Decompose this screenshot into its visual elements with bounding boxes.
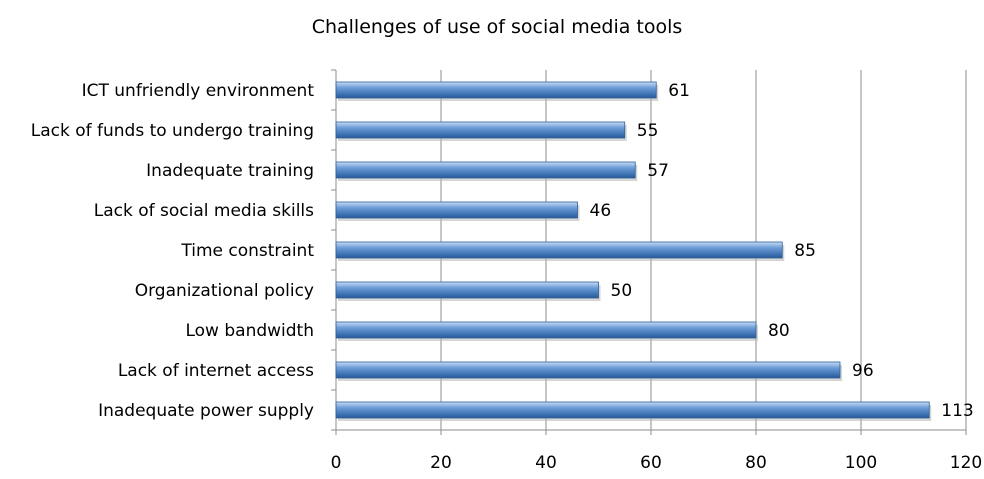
category-label: ICT unfriendly environment: [82, 81, 315, 101]
data-label: 50: [611, 281, 633, 301]
category-label: Low bandwidth: [185, 321, 314, 341]
category-label: Inadequate training: [146, 161, 314, 181]
data-label: 57: [647, 161, 669, 181]
category-label: Lack of funds to undergo training: [31, 121, 314, 141]
bar: [335, 241, 783, 259]
bar: [335, 281, 599, 299]
bar: [335, 161, 636, 179]
x-tick-label: 120: [950, 453, 982, 473]
data-label: 85: [794, 241, 816, 261]
labels: 0 20 40 60 80 100 120 Inadequate power supply 11…: [31, 81, 983, 473]
category-label: Lack of social media skills: [94, 201, 314, 221]
data-label: 46: [590, 201, 612, 221]
category-label: Lack of internet access: [118, 361, 314, 381]
x-tick-label: 40: [535, 453, 557, 473]
bar: [335, 401, 930, 419]
data-label: 80: [768, 321, 790, 341]
bar: [335, 321, 757, 339]
bar: [335, 81, 657, 99]
x-tick-label: 0: [331, 453, 342, 473]
bar: [335, 121, 626, 139]
bar: [335, 361, 841, 379]
x-tick-label: 100: [845, 453, 877, 473]
bar: [335, 201, 578, 219]
data-label: 61: [668, 81, 690, 101]
data-label: 55: [637, 121, 659, 141]
data-label: 96: [852, 361, 874, 381]
data-label: 113: [941, 401, 973, 421]
x-tick-label: 80: [745, 453, 767, 473]
bars: [335, 81, 932, 421]
category-label: Time constraint: [180, 241, 314, 261]
category-label: Inadequate power supply: [98, 401, 314, 421]
x-tick-label: 60: [640, 453, 662, 473]
x-tick-label: 20: [430, 453, 452, 473]
chart-title: Challenges of use of social media tools: [312, 16, 683, 38]
category-label: Organizational policy: [135, 281, 314, 301]
